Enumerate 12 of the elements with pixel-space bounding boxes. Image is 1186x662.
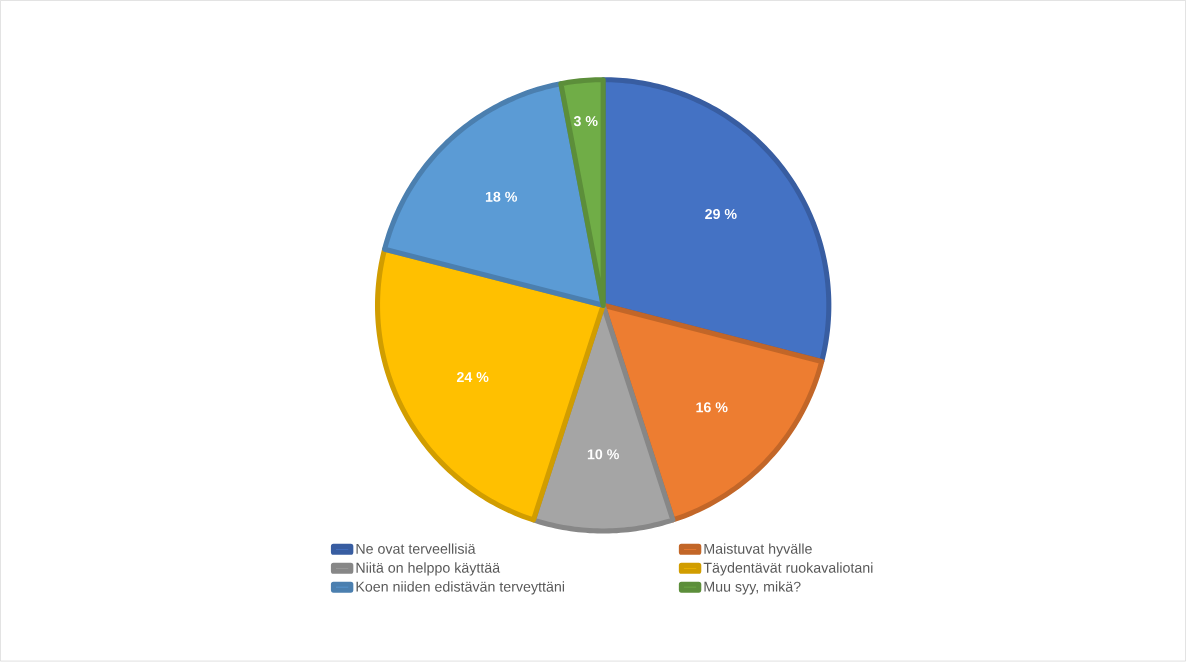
legend-label: Muu syy, mikä? — [704, 581, 801, 595]
legend-label: Täydentävät ruokavaliotani — [703, 562, 873, 576]
legend-label: Niitä on helppo käyttää — [356, 562, 501, 576]
legend-label: Maistuvat hyvälle — [704, 543, 812, 557]
data-label: 18 % — [485, 191, 518, 203]
data-label: 3 % — [573, 116, 598, 127]
data-label: 24 % — [456, 372, 489, 383]
legend-label: Ne ovat terveellisiä — [356, 543, 476, 555]
data-label: 29 % — [705, 209, 737, 220]
data-label: 10 % — [587, 449, 619, 460]
legend-label: Koen niiden edistävän terveyttäni — [356, 581, 565, 595]
data-label: 16 % — [696, 402, 728, 413]
